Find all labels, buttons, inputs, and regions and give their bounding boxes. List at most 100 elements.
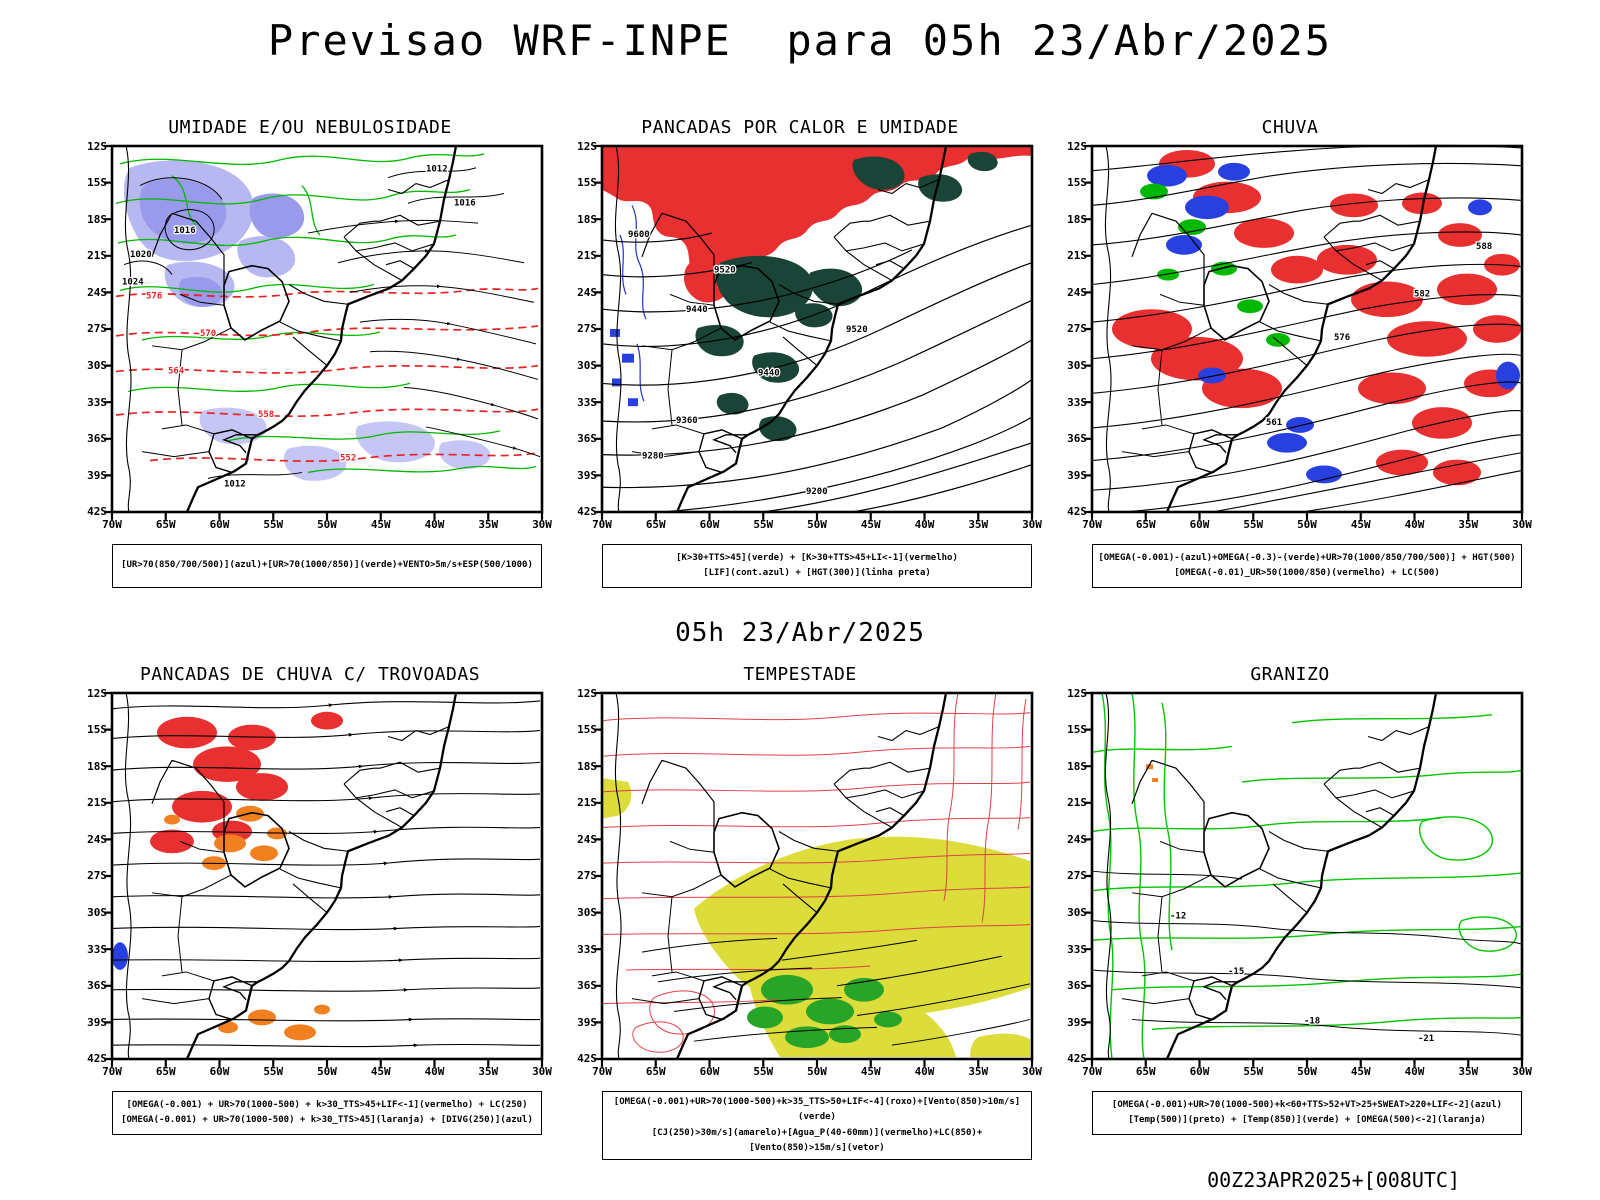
contour-label: 1024: [122, 278, 144, 288]
contour-label: -12: [1170, 912, 1186, 922]
contour-label: 9280: [642, 452, 664, 462]
page-title: Previsao WRF-INPE para 05h 23/Abr/2025: [267, 16, 1333, 65]
map-frame: [592, 691, 1034, 1069]
panel-trovoadas: PANCADAS DE CHUVA C/ TROVOADAS 12S 15S 18S…: [78, 664, 552, 1160]
contour-label: 9200: [806, 487, 828, 497]
temp500-black-contours: [1091, 870, 1523, 1036]
lat-axis: 12S 15S 18S 21S 24S 27S 30S 33S 36S 39S 42S: [1067, 686, 1087, 1066]
map-umidade: 576 570 564 558 552 1016 1020 1024 1012 …: [102, 144, 544, 522]
panel-title: TEMPESTADE: [743, 664, 857, 685]
caption-line: [OMEGA(-0.001) + UR>70(1000-500) + k>30_…: [121, 1115, 533, 1125]
contour-label: 9360: [676, 416, 698, 426]
panel-granizo: GRANIZO 12S 15S 18S 21S 24S 27S 30S 33S 36S 39S 42…: [1058, 664, 1532, 1160]
thickness-dashed-contours: [115, 287, 539, 462]
lon-axis: 70W 65W 60W 55W 50W 45W 40W 35W 30W: [102, 1065, 552, 1078]
contour-label: 1012: [426, 165, 448, 175]
contour-label: -21: [1418, 1034, 1434, 1044]
caption-box: [OMEGA(-0.001)+UR>70(1000-500)+k<60+TTS>…: [1092, 1091, 1522, 1135]
rain-red-patches: [1112, 149, 1521, 486]
lat-axis: 12S 15S 18S 21S 24S 27S 30S 33S 36S 39S 42S: [1067, 139, 1087, 519]
caption-line: [Temp(500)](preto) + [Temp(850)](verde) …: [1128, 1115, 1486, 1125]
map-frame: 9600 9520 9440 9520 9440 9360 9280 9200: [592, 144, 1034, 522]
blue-marks: [610, 329, 638, 407]
panel-title: GRANIZO: [1250, 664, 1330, 685]
map-granizo: -12 -15 -18 -21: [1082, 691, 1524, 1069]
instability-dark-fill: [695, 151, 998, 442]
caption-box: [OMEGA(-0.001) + UR>70(1000-500) + k>30_…: [112, 1091, 542, 1135]
contour-label: 588: [1476, 242, 1492, 252]
panel-title: PANCADAS POR CALOR E UMIDADE: [641, 117, 959, 138]
contour-label: 9520: [846, 325, 868, 335]
contour-label: 9440: [686, 305, 708, 315]
lat-axis: 12S 15S 18S 21S 24S 27S 30S 33S 36S 39S 42S: [87, 139, 107, 519]
wind-vectors: [307, 219, 541, 458]
contour-label: 9440: [758, 369, 780, 379]
streamlines: [111, 700, 541, 1048]
caption-box: [OMEGA(-0.001)-(azul)+OMEGA(-0.3)-(verde…: [1092, 544, 1522, 588]
panel-tempestade: TEMPESTADE 12S 15S 18S 21S 24S 27S 30S 33S 36S 39…: [568, 664, 1042, 1161]
lon-axis: 70W 65W 60W 55W 50W 45W 40W 35W 30W: [592, 518, 1042, 531]
omega-orange-marks: [1146, 764, 1158, 783]
panel-pancadas-calor: PANCADAS POR CALOR E UMIDADE 12S 15S 18S 21…: [568, 117, 1042, 588]
panel-title: CHUVA: [1261, 117, 1319, 138]
bottom-row: PANCADAS DE CHUVA C/ TROVOADAS 12S 15S 18S…: [0, 664, 1600, 1161]
lif-blue-contours: [619, 205, 647, 402]
contour-label: 576: [146, 291, 162, 301]
map-frame: -12 -15 -18 -21: [1082, 691, 1524, 1069]
map-frame: 576 570 564 558 552 1016 1020 1024 1012 …: [102, 144, 544, 522]
forecast-subtitle: 05h 23/Abr/2025: [675, 618, 925, 648]
contour-label: 552: [340, 454, 356, 464]
contour-label: 1016: [454, 198, 476, 208]
panel-title: UMIDADE E/OU NEBULOSIDADE: [168, 117, 452, 138]
lon-axis: 70W 65W 60W 55W 50W 45W 40W 35W 30W: [592, 1065, 1042, 1078]
contour-labels: -12 -15 -18 -21: [1169, 910, 1436, 1045]
panel-umidade: UMIDADE E/OU NEBULOSIDADE 12S 15S 18S 21S 24…: [78, 117, 552, 588]
map-frame: 588 582 576 561: [1082, 144, 1524, 522]
contour-label: 9600: [628, 230, 650, 240]
timestamp-footer: 00Z23APR2025+[008UTC]: [1207, 1168, 1460, 1193]
temp850-green-contours: [1091, 692, 1523, 1060]
caption-line: [OMEGA(-0.001)+UR>70(1000-500)+k>35_TTS>…: [613, 1097, 1021, 1123]
contour-label: 561: [1266, 418, 1282, 428]
contour-label: 1020: [130, 250, 152, 260]
hgt300-contours: [601, 224, 1033, 513]
pressure-contours: [123, 167, 505, 479]
caption-box: [UR>70(850/700/500)](azul)+[UR>70(1000/8…: [112, 544, 542, 588]
lon-axis: 70W 65W 60W 55W 50W 45W 40W 35W 30W: [1082, 1065, 1532, 1078]
caption-line: [K>30+TTS>45](verde) + [K>30+TTS>45+LI<-…: [676, 552, 958, 563]
contour-labels: 576 570 564 558 552 1016 1020 1024 1012 …: [121, 164, 477, 491]
caption-line: [LIF](cont.azul) + [HGT(300)](linha pret…: [703, 568, 931, 578]
contour-label: -15: [1228, 967, 1244, 977]
contour-label: 9520: [714, 266, 736, 276]
panel-title: PANCADAS DE CHUVA C/ TROVOADAS: [139, 664, 481, 685]
contour-label: 558: [258, 410, 274, 420]
caption-box: [K>30+TTS>45](verde) + [K>30+TTS>45+LI<-…: [602, 544, 1032, 588]
lat-axis: 12S 15S 18S 21S 24S 27S 30S 33S 36S 39S 42S: [87, 686, 107, 1066]
lat-axis: 12S 15S 18S 21S 24S 27S 30S 33S 36S 39S 42S: [577, 139, 597, 519]
caption-line: [OMEGA(-0.001)-(azul)+OMEGA(-0.3)-(verde…: [1098, 552, 1516, 563]
map-frame: [102, 691, 544, 1069]
caption-line: [OMEGA(-0.001)+UR>70(1000-500)+k<60+TTS>…: [1111, 1099, 1503, 1110]
contour-labels: 9600 9520 9440 9520 9440 9360 9280 9200: [627, 229, 869, 499]
divergence-blue-patch: [112, 942, 128, 970]
lon-axis: 70W 65W 60W 55W 50W 45W 40W 35W 30W: [1082, 518, 1532, 531]
contour-label: 1012: [224, 479, 246, 489]
contour-labels: 588 582 576 561: [1265, 241, 1494, 430]
contour-label: 1016: [174, 226, 196, 236]
map-chuva: 588 582 576 561: [1082, 144, 1524, 522]
wind-vectors: [641, 937, 1031, 1046]
caption-line: [CJ(250)>30m/s](amarelo)+[Agua_P(40-60mm…: [651, 1127, 983, 1153]
rain-blue-patches: [1147, 162, 1520, 484]
caption-line: [OMEGA(-0.01)_UR>50(1000/850)(vermelho) …: [1174, 568, 1440, 578]
caption-line: [OMEGA(-0.001) + UR>70(1000-500) + k>30_…: [126, 1099, 528, 1110]
top-row: UMIDADE E/OU NEBULOSIDADE 12S 15S 18S 21S 24…: [0, 117, 1600, 588]
contour-label: 564: [168, 367, 184, 377]
lat-axis: 12S 15S 18S 21S 24S 27S 30S 33S 36S 39S 42S: [577, 686, 597, 1066]
lon-axis: 70W 65W 60W 55W 50W 45W 40W 35W 30W: [102, 518, 552, 531]
panel-chuva: CHUVA 12S 15S 18S 21S 24S 27S 30S 33S 36S 39S 42S: [1058, 117, 1532, 588]
contour-label: -18: [1304, 1016, 1320, 1026]
contour-label: 576: [1334, 333, 1350, 343]
caption-line: [UR>70(850/700/500)](azul)+[UR>70(1000/8…: [121, 560, 533, 571]
contour-label: 582: [1414, 289, 1430, 299]
